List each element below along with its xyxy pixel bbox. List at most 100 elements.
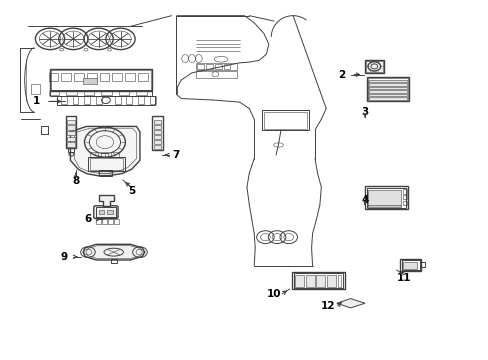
Bar: [305, 275, 314, 287]
Bar: [153, 140, 161, 144]
Bar: [118, 91, 129, 95]
Text: 8: 8: [72, 176, 79, 186]
Bar: [111, 259, 116, 263]
Bar: [366, 188, 406, 207]
Bar: [197, 64, 203, 69]
Text: 5: 5: [128, 186, 135, 197]
Bar: [264, 112, 306, 129]
Bar: [102, 219, 107, 224]
Polygon shape: [83, 244, 144, 260]
Bar: [402, 189, 406, 194]
Bar: [66, 91, 77, 95]
Bar: [99, 210, 104, 213]
Text: 6: 6: [84, 214, 91, 224]
Bar: [101, 91, 112, 95]
Bar: [399, 258, 421, 271]
Bar: [67, 143, 75, 147]
Bar: [367, 78, 407, 101]
Bar: [107, 210, 113, 213]
Bar: [149, 96, 155, 104]
Bar: [125, 73, 135, 81]
Bar: [48, 91, 59, 95]
Bar: [294, 275, 303, 287]
Bar: [138, 73, 147, 81]
Bar: [367, 205, 400, 207]
Bar: [368, 80, 406, 82]
Bar: [291, 272, 344, 289]
Text: 1: 1: [33, 96, 40, 107]
Bar: [87, 73, 97, 81]
Bar: [100, 73, 109, 81]
Bar: [108, 219, 113, 224]
Bar: [67, 125, 75, 130]
Bar: [337, 275, 340, 287]
Bar: [293, 273, 343, 288]
Bar: [366, 61, 382, 72]
Bar: [205, 64, 212, 69]
Bar: [84, 96, 90, 104]
Bar: [65, 116, 76, 148]
Bar: [30, 84, 40, 94]
Bar: [367, 190, 400, 206]
Bar: [365, 186, 407, 208]
Bar: [67, 131, 75, 135]
Bar: [96, 96, 102, 104]
Bar: [115, 96, 120, 104]
Bar: [74, 73, 83, 81]
Polygon shape: [94, 206, 118, 219]
Bar: [368, 94, 406, 96]
Bar: [61, 96, 66, 104]
Bar: [96, 207, 116, 217]
Bar: [153, 145, 161, 149]
Bar: [114, 219, 118, 224]
Bar: [90, 158, 122, 170]
Bar: [152, 116, 163, 150]
Bar: [153, 135, 161, 139]
Bar: [83, 91, 94, 95]
Bar: [96, 219, 101, 224]
Bar: [72, 96, 78, 104]
Bar: [68, 148, 74, 152]
Bar: [153, 120, 161, 123]
Bar: [126, 96, 132, 104]
Bar: [112, 73, 122, 81]
Bar: [402, 262, 416, 269]
Bar: [57, 96, 154, 105]
Polygon shape: [70, 126, 140, 176]
Bar: [402, 201, 406, 205]
Bar: [261, 111, 308, 130]
Bar: [402, 195, 406, 199]
Bar: [368, 90, 406, 93]
Text: 4: 4: [361, 195, 368, 204]
Bar: [99, 170, 112, 176]
Text: 3: 3: [361, 107, 368, 117]
Bar: [136, 91, 146, 95]
Bar: [368, 87, 406, 89]
Bar: [50, 90, 152, 96]
Bar: [365, 60, 383, 73]
Bar: [153, 125, 161, 129]
Bar: [48, 73, 58, 81]
Bar: [366, 77, 408, 102]
Bar: [90, 153, 98, 157]
Text: 2: 2: [337, 69, 345, 80]
Bar: [101, 153, 108, 157]
Bar: [401, 260, 419, 270]
Text: 9: 9: [60, 252, 67, 262]
Bar: [196, 71, 237, 78]
Bar: [138, 96, 143, 104]
Text: 7: 7: [172, 150, 180, 160]
Bar: [67, 120, 75, 124]
Bar: [51, 70, 151, 90]
Bar: [153, 130, 161, 134]
Text: 12: 12: [320, 301, 335, 311]
Bar: [223, 64, 230, 69]
Text: 10: 10: [266, 289, 280, 298]
Bar: [88, 157, 124, 171]
Bar: [326, 275, 335, 287]
Bar: [67, 137, 75, 141]
Polygon shape: [336, 298, 365, 308]
Bar: [368, 83, 406, 86]
Bar: [368, 98, 406, 100]
Bar: [61, 73, 71, 81]
